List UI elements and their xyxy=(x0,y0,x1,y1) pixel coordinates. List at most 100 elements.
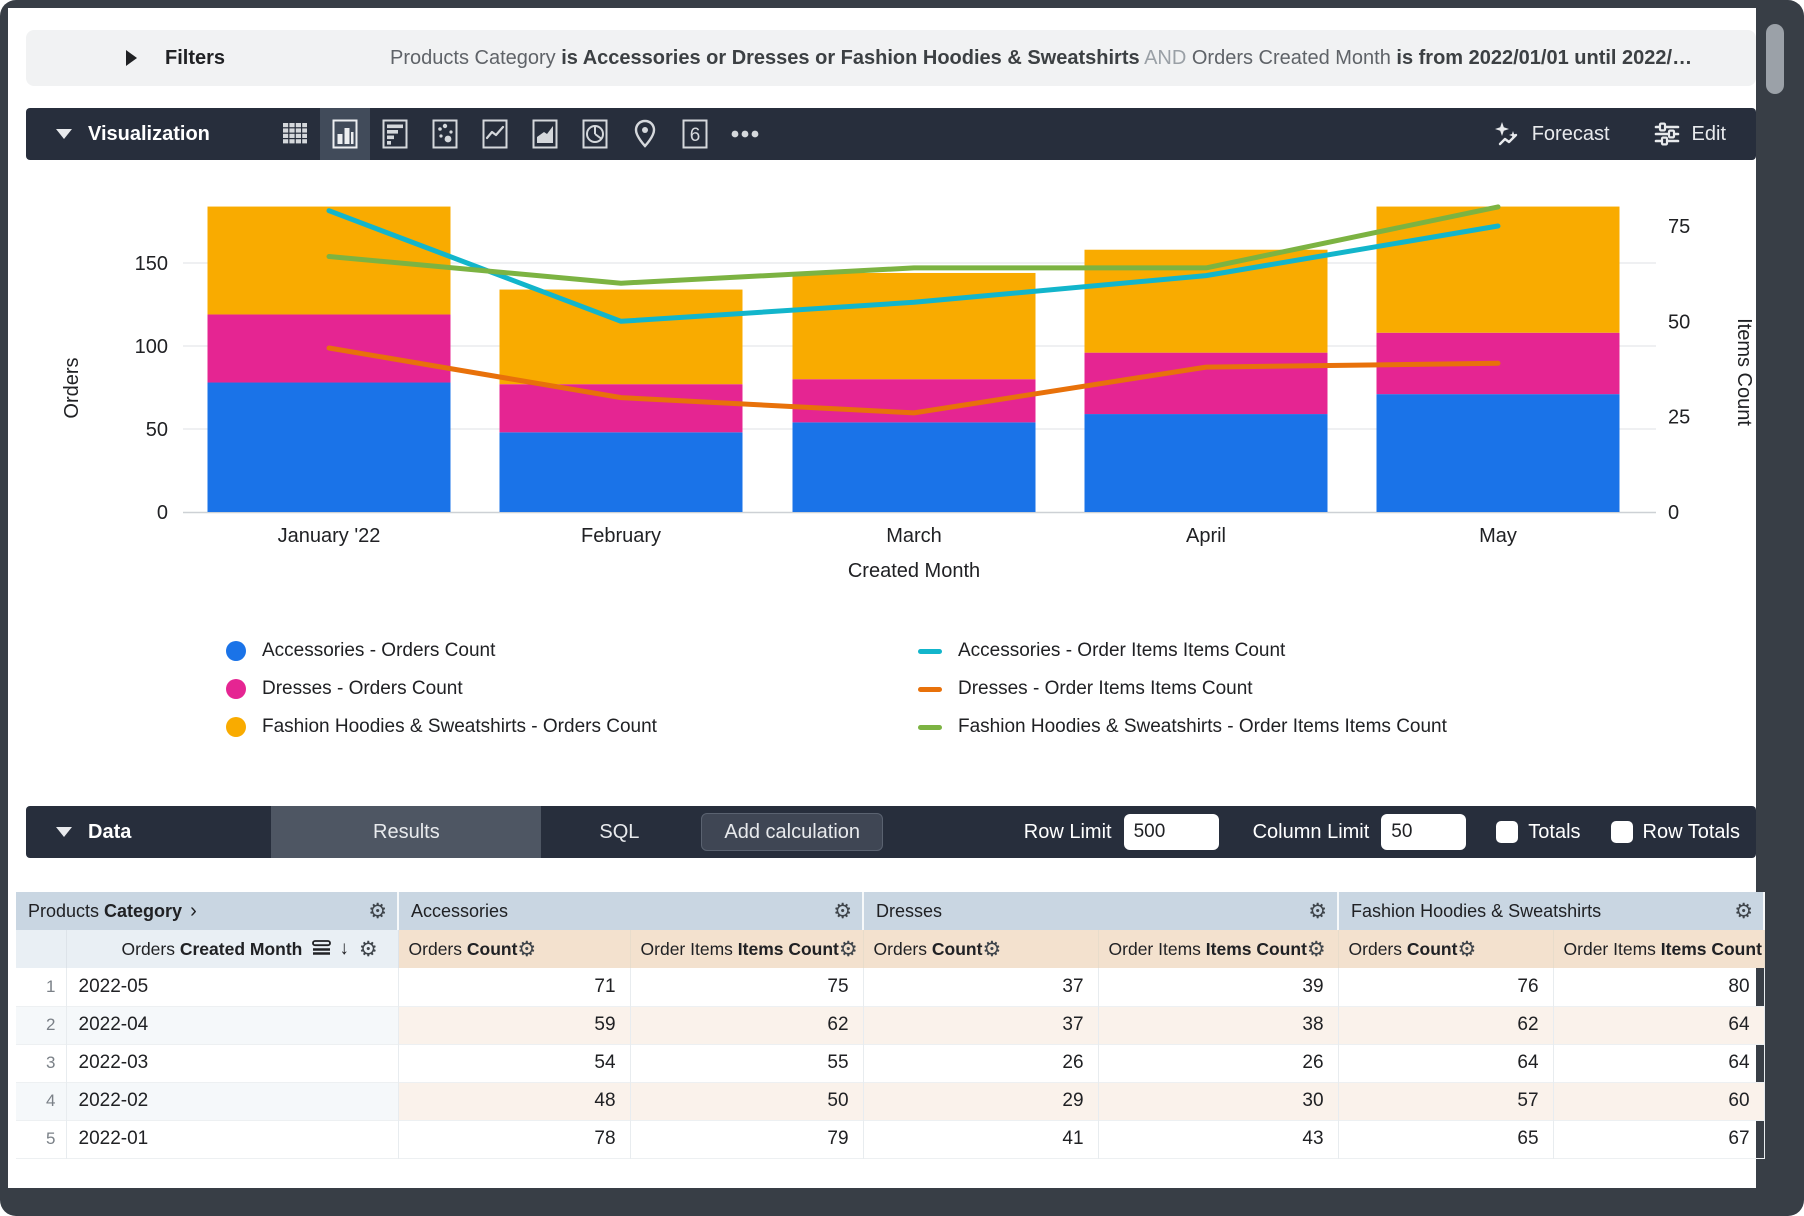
scatter-chart-viz-icon[interactable] xyxy=(420,108,470,160)
dimension-column-header[interactable]: Orders Created Month ↓ ⚙ xyxy=(67,938,398,960)
row-limit-input[interactable] xyxy=(1123,814,1219,850)
gear-icon[interactable]: ⚙ xyxy=(838,937,858,961)
more-viz-options-icon[interactable] xyxy=(720,108,770,160)
gear-icon[interactable]: ⚙ xyxy=(1762,939,1763,960)
bar-segment[interactable] xyxy=(1084,249,1328,353)
cell-value[interactable]: 79 xyxy=(630,1120,864,1158)
cell-value[interactable]: 75 xyxy=(630,968,864,1006)
cell-month[interactable]: 2022-03 xyxy=(66,1044,399,1082)
vertical-scrollbar-thumb[interactable] xyxy=(1766,24,1784,94)
cell-value[interactable]: 43 xyxy=(1098,1120,1339,1158)
add-calculation-button[interactable]: Add calculation xyxy=(701,813,884,851)
measure-column-header[interactable]: Order Items Items Count⚙ xyxy=(631,939,863,960)
measure-group-header[interactable]: Accessories ⚙ xyxy=(399,899,861,923)
measure-column-header[interactable]: Orders Count ⚙ xyxy=(1339,939,1553,960)
cell-value[interactable]: 48 xyxy=(398,1082,631,1120)
measure-column-header[interactable]: Order Items Items Count⚙ xyxy=(1099,939,1338,960)
legend-item[interactable]: Dresses - Orders Count xyxy=(226,678,463,700)
cell-value[interactable]: 55 xyxy=(630,1044,864,1082)
map-viz-icon[interactable] xyxy=(620,108,670,160)
measure-column-header[interactable]: Orders Count ⚙ xyxy=(399,939,630,960)
bar-segment[interactable] xyxy=(207,382,451,512)
gear-icon[interactable]: ⚙ xyxy=(358,937,378,961)
subtotal-icon[interactable] xyxy=(312,939,332,960)
gear-icon[interactable]: ⚙ xyxy=(517,937,537,961)
measure-column-header[interactable]: Orders Count ⚙ xyxy=(864,939,1098,960)
cell-value[interactable]: 57 xyxy=(1338,1082,1554,1120)
filters-expand-icon[interactable] xyxy=(126,50,137,66)
gear-icon[interactable]: ⚙ xyxy=(833,899,853,923)
cell-value[interactable]: 67 xyxy=(1553,1120,1765,1158)
tab-sql[interactable]: SQL xyxy=(599,820,640,843)
gear-icon[interactable]: ⚙ xyxy=(1734,899,1754,923)
cell-value[interactable]: 37 xyxy=(863,1006,1099,1044)
cell-month[interactable]: 2022-04 xyxy=(66,1006,399,1044)
cell-value[interactable]: 64 xyxy=(1553,1006,1765,1044)
legend-item[interactable]: Accessories - Order Items Items Count xyxy=(918,640,1285,662)
table-viz-icon[interactable] xyxy=(270,108,320,160)
column-limit-input[interactable] xyxy=(1381,814,1467,850)
gear-icon[interactable]: ⚙ xyxy=(1457,937,1477,961)
gear-icon[interactable]: ⚙ xyxy=(1308,899,1328,923)
cell-value[interactable]: 78 xyxy=(398,1120,631,1158)
area-chart-viz-icon[interactable] xyxy=(520,108,570,160)
combo-chart[interactable]: 0 50 100 150 0 25 50 75 January '22 February March… xyxy=(16,160,1756,620)
dimension-group-header[interactable]: Products Category › ⚙ xyxy=(16,899,396,923)
row-totals-checkbox[interactable] xyxy=(1610,821,1633,843)
bar-segment[interactable] xyxy=(1084,352,1328,415)
legend-item[interactable]: Dresses - Order Items Items Count xyxy=(918,678,1253,700)
forecast-button[interactable]: Forecast xyxy=(1494,121,1610,147)
legend-item[interactable]: Accessories - Orders Count xyxy=(226,640,495,662)
single-value-viz-icon[interactable]: 6 xyxy=(670,108,720,160)
line-chart-viz-icon[interactable] xyxy=(470,108,520,160)
bar-segment[interactable] xyxy=(499,289,743,385)
line-series[interactable] xyxy=(326,208,1501,324)
measure-group-header[interactable]: Fashion Hoodies & Sweatshirts ⚙ xyxy=(1339,899,1762,923)
cell-value[interactable]: 59 xyxy=(398,1006,631,1044)
visualization-collapse-icon[interactable] xyxy=(56,129,72,139)
cell-value[interactable]: 26 xyxy=(1098,1044,1339,1082)
gear-icon[interactable]: ⚙ xyxy=(368,899,388,923)
cell-month[interactable]: 2022-05 xyxy=(66,968,399,1006)
cell-value[interactable]: 30 xyxy=(1098,1082,1339,1120)
cell-month[interactable]: 2022-01 xyxy=(66,1120,399,1158)
cell-value[interactable]: 41 xyxy=(863,1120,1099,1158)
measure-column-header[interactable]: Order Items Items Count⚙ xyxy=(1554,939,1764,960)
line-series[interactable] xyxy=(326,204,1501,286)
line-series[interactable] xyxy=(326,345,1501,416)
cell-value[interactable]: 64 xyxy=(1553,1044,1765,1082)
cell-value[interactable]: 71 xyxy=(398,968,631,1006)
measure-group-header[interactable]: Dresses ⚙ xyxy=(864,899,1336,923)
cell-value[interactable]: 80 xyxy=(1553,968,1765,1006)
cell-value[interactable]: 54 xyxy=(398,1044,631,1082)
cell-value[interactable]: 38 xyxy=(1098,1006,1339,1044)
edit-button[interactable]: Edit xyxy=(1654,121,1726,147)
bar-segment[interactable] xyxy=(207,206,451,315)
bar-chart-viz-icon[interactable] xyxy=(370,108,420,160)
bar-segment[interactable] xyxy=(792,272,1036,380)
bar-segment[interactable] xyxy=(499,432,743,512)
cell-value[interactable]: 29 xyxy=(863,1082,1099,1120)
column-chart-viz-icon[interactable] xyxy=(319,108,370,160)
cell-value[interactable]: 50 xyxy=(630,1082,864,1120)
filters-bar[interactable]: Filters Products Category is Accessories… xyxy=(26,30,1756,86)
cell-value[interactable]: 26 xyxy=(863,1044,1099,1082)
sort-descending-icon[interactable]: ↓ xyxy=(339,938,349,959)
cell-value[interactable]: 60 xyxy=(1553,1082,1765,1120)
legend-item[interactable]: Fashion Hoodies & Sweatshirts - Order It… xyxy=(918,716,1447,738)
cell-month[interactable]: 2022-02 xyxy=(66,1082,399,1120)
cell-value[interactable]: 39 xyxy=(1098,968,1339,1006)
gear-icon[interactable]: ⚙ xyxy=(982,937,1002,961)
cell-value[interactable]: 76 xyxy=(1338,968,1554,1006)
cell-value[interactable]: 62 xyxy=(1338,1006,1554,1044)
bar-segment[interactable] xyxy=(499,384,743,433)
legend-item[interactable]: Fashion Hoodies & Sweatshirts - Orders C… xyxy=(226,716,657,738)
cell-value[interactable]: 37 xyxy=(863,968,1099,1006)
cell-value[interactable]: 64 xyxy=(1338,1044,1554,1082)
pie-chart-viz-icon[interactable] xyxy=(570,108,620,160)
cell-value[interactable]: 62 xyxy=(630,1006,864,1044)
bar-segment[interactable] xyxy=(1376,394,1620,512)
cell-value[interactable]: 65 xyxy=(1338,1120,1554,1158)
gear-icon[interactable]: ⚙ xyxy=(1306,937,1326,961)
expand-chevron-icon[interactable]: › xyxy=(190,899,197,922)
